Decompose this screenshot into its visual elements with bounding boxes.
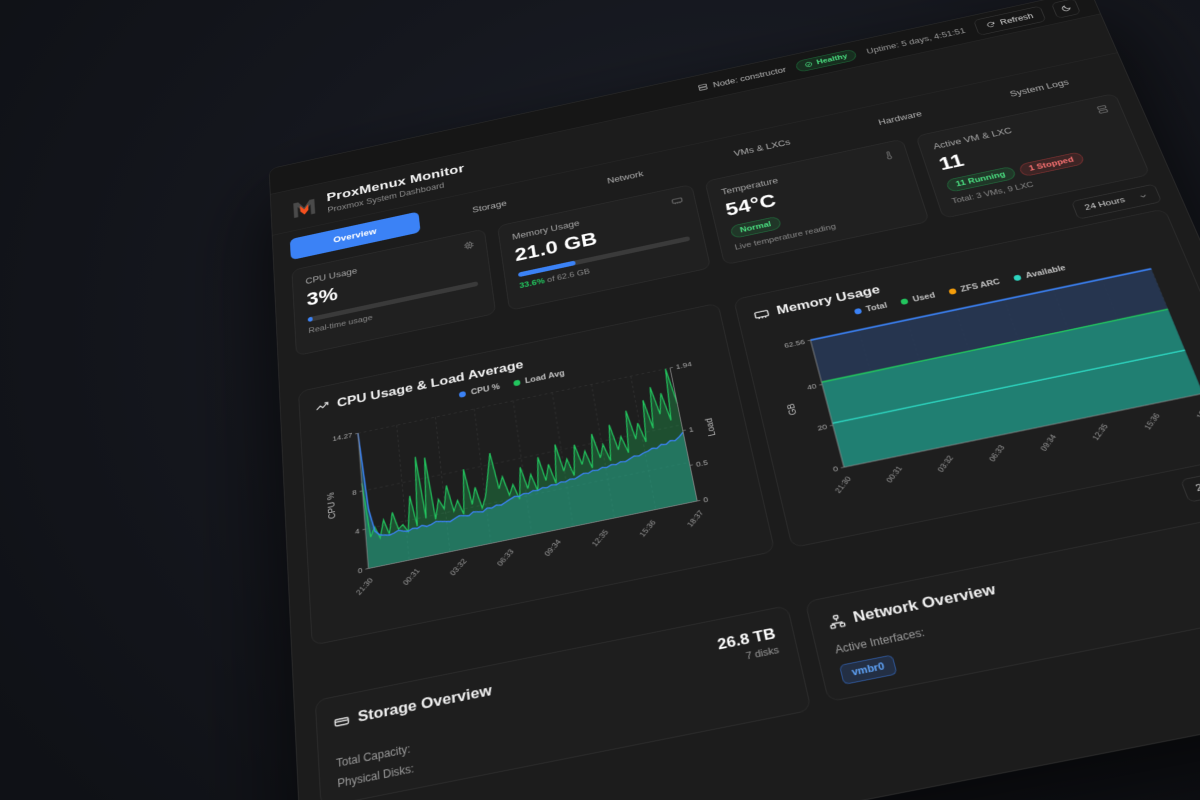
- chevron-down-icon: [1137, 191, 1149, 200]
- memory-usage-chart: 0 20 40 62.56 21:30 00:31 03:32 06:33 09:34 12:35…: [784, 254, 1200, 495]
- time-range-value-mid: 24 Hours: [1194, 475, 1200, 494]
- time-range-value-top: 24 Hours: [1083, 195, 1127, 213]
- refresh-icon: [985, 20, 997, 29]
- memory-stick-icon: [753, 306, 771, 322]
- svg-text:0: 0: [703, 496, 709, 504]
- storage-summary: 26.8 TB 7 disks: [716, 625, 780, 667]
- network-interface-pill[interactable]: vmbr0: [838, 654, 898, 686]
- svg-text:03:32: 03:32: [449, 557, 469, 577]
- cpu-usage-load-chart: 0 4 8 14.27 0 0.5 1 1.94 21:30 00:31 03:32 06:33 09:…: [325, 361, 718, 597]
- legend-dot-used: [900, 298, 909, 306]
- svg-text:00:31: 00:31: [402, 567, 422, 587]
- hard-drive-icon: [333, 712, 350, 730]
- svg-text:00:31: 00:31: [885, 465, 905, 485]
- svg-text:12:35: 12:35: [1091, 423, 1110, 442]
- memory-stick-icon: [671, 195, 685, 209]
- svg-text:06:33: 06:33: [988, 444, 1007, 463]
- health-status-text: Healthy: [815, 52, 849, 66]
- svg-text:12:35: 12:35: [591, 529, 611, 549]
- svg-text:03:32: 03:32: [936, 454, 955, 473]
- cpu-chip-icon: [462, 240, 475, 254]
- theme-toggle-button[interactable]: [1050, 0, 1081, 19]
- svg-text:1.94: 1.94: [675, 361, 692, 371]
- legend-dot-load: [512, 379, 521, 387]
- svg-text:Load: Load: [703, 417, 718, 437]
- svg-text:15:36: 15:36: [1143, 412, 1162, 431]
- check-circle-icon: [804, 60, 813, 67]
- svg-text:09:34: 09:34: [1040, 433, 1059, 452]
- network-icon: [827, 613, 847, 631]
- memory-percent: 33.6%: [518, 277, 546, 291]
- proxmenux-m-logo-icon: [293, 198, 316, 218]
- svg-text:06:33: 06:33: [496, 548, 516, 568]
- svg-text:1: 1: [688, 426, 694, 434]
- legend-dot-total: [853, 307, 862, 315]
- svg-text:4: 4: [355, 528, 360, 536]
- svg-text:15:36: 15:36: [638, 519, 658, 539]
- legend-dot-available: [1012, 274, 1022, 282]
- thermometer-icon: [881, 150, 896, 164]
- svg-text:0: 0: [358, 567, 363, 576]
- svg-text:CPU %: CPU %: [325, 492, 337, 521]
- svg-text:14.27: 14.27: [332, 432, 352, 443]
- storage-title-group: Storage Overview: [333, 682, 493, 731]
- svg-text:21:30: 21:30: [834, 475, 854, 495]
- svg-text:0.5: 0.5: [695, 459, 708, 469]
- svg-text:20: 20: [817, 424, 828, 433]
- cpu-chart-panel: CPU Usage & Load Average CPU % Load Avg …: [298, 302, 776, 647]
- trending-up-icon: [314, 399, 330, 415]
- svg-text:62.56: 62.56: [784, 339, 806, 350]
- svg-text:0: 0: [832, 466, 839, 474]
- svg-text:09:34: 09:34: [543, 538, 563, 558]
- svg-text:18:37: 18:37: [686, 509, 706, 529]
- svg-text:8: 8: [352, 490, 357, 498]
- chart-panel-grid: CPU Usage & Load Average CPU % Load Avg …: [280, 204, 1200, 650]
- memory-chart-panel: Memory Usage Total Used ZFS ARC: [733, 208, 1200, 549]
- svg-text:GB: GB: [785, 402, 799, 416]
- legend-dot-cpu: [458, 390, 467, 398]
- storage-panel-title: Storage Overview: [357, 682, 493, 726]
- legend-dot-zfsarc: [947, 288, 957, 296]
- server-icon: [697, 83, 709, 92]
- moon-icon: [1059, 3, 1072, 12]
- dashboard-window: Node: constructor Healthy Uptime: 5 days…: [268, 0, 1200, 800]
- svg-text:40: 40: [806, 383, 817, 392]
- app-header: ProxMenux Monitor Proxmox System Dashboa…: [270, 14, 1118, 236]
- svg-text:21:30: 21:30: [355, 577, 375, 597]
- refresh-label: Refresh: [998, 11, 1035, 27]
- svg-text:18:37: 18:37: [1195, 401, 1200, 420]
